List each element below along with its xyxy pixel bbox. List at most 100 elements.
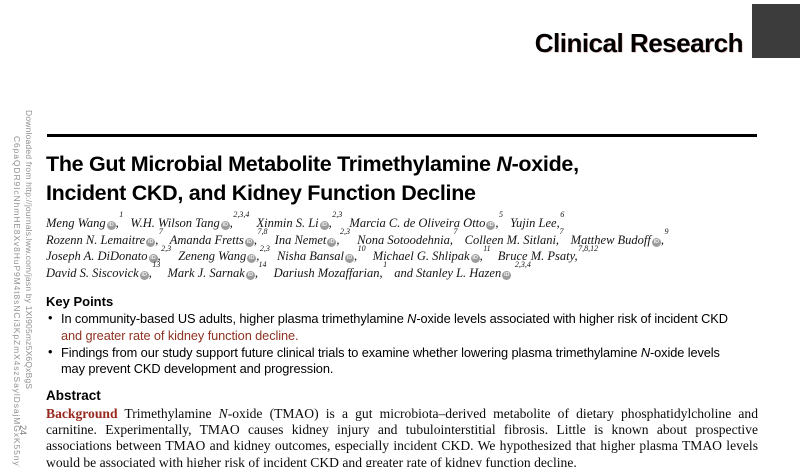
text-segment: -oxide levels (650, 344, 720, 360)
author-name: Marcia C. de Oliveira Otto (349, 216, 486, 230)
text-segment: The Gut Microbial Metabolite Trimethylam… (46, 152, 497, 176)
author: Meng Wang iD ,1 (46, 210, 124, 230)
author-superscript: 7,8,12 (578, 243, 599, 253)
text-segment: -oxide, (511, 152, 579, 176)
orcid-icon: iD (247, 254, 257, 264)
author: Colleen M. Sitlani,7 (464, 226, 564, 247)
text-segment: N (640, 344, 650, 360)
author-name: Nisha Bansal (276, 249, 344, 264)
orcid-icon: iD (139, 270, 149, 280)
abstract-paragraph: Background Trimethylamine N-oxide (TMAO)… (46, 406, 758, 467)
text-segment: N (407, 311, 417, 326)
abstract-background-label: Background (46, 406, 118, 421)
author-superscript: 14 (258, 260, 267, 270)
orcid-icon: iD (148, 254, 158, 264)
text-segment: N (218, 406, 228, 421)
text-segment: and greater rate of kidney function decl… (61, 327, 299, 343)
author-name: Amanda Fretts (169, 232, 244, 247)
bullet-icon: • (48, 310, 53, 325)
author-superscript: 2,3,4 (514, 260, 531, 270)
author-superscript: 2,3 (340, 226, 351, 236)
author-superscript: 10 (357, 243, 366, 253)
author-name: Nona Sotoodehnia (357, 232, 450, 247)
author: Bruce M. Psaty,7,8,12 (497, 243, 599, 264)
bullet-icon: • (48, 343, 53, 359)
author: Marcia C. de Oliveira Otto iD ,5 (349, 210, 504, 230)
author-superscript: 2,3,4 (233, 210, 250, 220)
text-segment: -oxide levels associated with higher ris… (416, 311, 728, 326)
author: Xinmin S. Li iD ,2,3 (256, 210, 343, 230)
key-points-heading: Key Points (46, 294, 114, 309)
orcid-icon: iD (470, 254, 480, 264)
orcid-icon: iD (651, 237, 661, 247)
orcid-icon: iD (106, 221, 116, 230)
author: Yujin Lee,6 (510, 210, 565, 230)
author-superscript: 2,3 (161, 243, 172, 253)
author: Zeneng Wang iD ,2,3 (178, 243, 270, 264)
author-name: Mark J. Sarnak (167, 265, 245, 280)
author-superscript: 2,3 (332, 210, 343, 220)
text-segment: may prevent CKD development and progress… (61, 361, 334, 377)
orcid-icon: iD (344, 254, 354, 264)
author-line: Rozenn N. Lemaitre iD ,7 Amanda Fretts iD ,7… (46, 226, 766, 249)
title-rule-divider (47, 134, 757, 137)
author-superscript: 7,8 (257, 226, 268, 236)
author-name: Rozenn N. Lemaitre (46, 232, 146, 247)
author-list: Meng Wang iD ,1 W.H. Wilson Tang iD ,2,3,4 X… (46, 210, 766, 282)
author-line: David S. Siscovick iD ,13 Mark J. Sarnak iD… (46, 260, 766, 282)
download-watermark: Downloaded from http://journals.lww.com/… (11, 110, 35, 467)
key-points-list: • In community-based US adults, higher pl… (46, 310, 758, 378)
author-name: Bruce M. Psaty (497, 249, 575, 264)
author-name: W.H. Wilson Tang (130, 216, 220, 230)
author: Nisha Bansal iD ,10 (276, 243, 366, 264)
key-point-item: • Findings from our study support future … (46, 343, 758, 378)
orcid-icon: iD (220, 221, 230, 230)
author-name: Colleen M. Sitlani (464, 232, 556, 247)
author: Nona Sotoodehnia,7 (357, 226, 458, 247)
author-superscript: 9 (664, 226, 669, 236)
author-name: Xinmin S. Li (256, 216, 319, 230)
author-line: Joseph A. DiDonato iD ,2,3 Zeneng Wang iD ,2… (46, 243, 766, 265)
author-line: Meng Wang iD ,1 W.H. Wilson Tang iD ,2,3,4 X… (46, 210, 766, 232)
watermark-line1: Downloaded from http://journals.lww.com/… (24, 110, 34, 390)
author: Joseph A. DiDonato iD ,2,3 (46, 243, 172, 264)
author-name: Joseph A. DiDonato (46, 249, 148, 264)
author: Amanda Fretts iD ,7,8 (169, 226, 268, 247)
author-superscript: 7 (559, 226, 564, 236)
author-name: Dariush Mozaffarian (273, 265, 380, 280)
corner-tab-box (752, 4, 800, 58)
text-segment: -oxide (TMAO) is a gut microbiota–derive… (46, 406, 758, 467)
section-label: Clinical Research (534, 28, 744, 58)
key-points-section: Key Points • In community-based US adults… (46, 294, 758, 378)
text-segment: Trimethylamine (117, 406, 219, 421)
author: Matthew Budoff iD ,9 (570, 226, 669, 247)
author-superscript: 1 (119, 210, 124, 220)
abstract-heading: Abstract (46, 388, 101, 403)
author-name: Meng Wang (46, 216, 106, 230)
author-superscript: 7 (158, 226, 163, 236)
author: Ina Nemet iD ,2,3 (274, 226, 351, 247)
text-segment: Findings from our study support future c… (61, 344, 641, 360)
text-segment: Incident CKD, and Kidney Function Declin… (46, 181, 476, 205)
author: and Stanley L. Hazen iD 2,3,4 (394, 261, 531, 280)
author: Dariush Mozaffarian,1 (273, 260, 388, 280)
author: Michael G. Shlipak iD ,11 (372, 243, 491, 264)
key-point-item: • In community-based US adults, higher pl… (46, 310, 758, 344)
orcid-icon: iD (327, 237, 337, 247)
orcid-icon: iD (486, 221, 496, 230)
page-number: 24 (18, 425, 28, 436)
watermark-line2: C6paQDR9IcNhmHE8Xv8HuP9M4t8sNCi3KpZmX4sz… (12, 136, 23, 467)
author: Rozenn N. Lemaitre iD ,7 (46, 226, 163, 247)
text-segment: N (496, 152, 512, 176)
author: David S. Siscovick iD ,13 (46, 260, 161, 280)
orcid-icon: iD (245, 270, 255, 280)
text-segment: In community-based US adults, higher pla… (61, 311, 408, 326)
author-name: David S. Siscovick (46, 265, 139, 280)
author-superscript: 13 (152, 260, 161, 270)
orcid-icon: iD (244, 237, 254, 247)
author-superscript: 5 (499, 210, 504, 220)
author-name: Zeneng Wang (178, 249, 247, 264)
author: W.H. Wilson Tang iD ,2,3,4 (130, 210, 250, 230)
orcid-icon: iD (146, 237, 156, 247)
